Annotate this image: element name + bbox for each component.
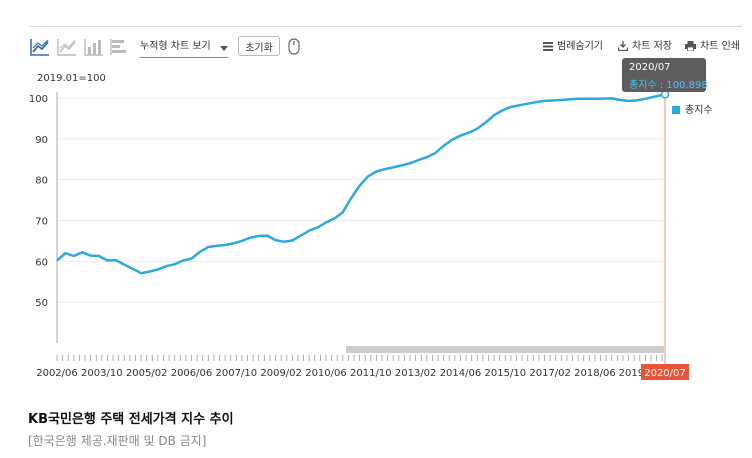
list-icon <box>543 42 553 51</box>
x-axis-ticks: 2002/06 2003/10 2005/02 2006/06 2007/10 2009/… <box>36 368 644 379</box>
bar-chart-icon[interactable] <box>84 38 106 58</box>
caption-title: KB국민은행 주택 전세가격 지수 추이 <box>28 412 234 427</box>
x-tick-label: 2019 <box>619 368 644 379</box>
horizontal-bar-chart-icon[interactable] <box>110 38 132 58</box>
x-tick-label: 2009/02 <box>260 368 302 379</box>
chart-type-select[interactable]: 누적형 차트 보기 <box>140 38 228 58</box>
print-chart-label: 차트 인쇄 <box>700 41 740 52</box>
legend-item[interactable]: 총지수 <box>672 101 713 116</box>
top-divider <box>30 26 742 27</box>
y-axis-ticks: 50 60 70 80 90 100 <box>29 94 48 309</box>
y-tick-label: 60 <box>35 257 48 268</box>
line-chart-icon[interactable] <box>30 38 52 58</box>
series-line-total-index[interactable] <box>56 93 666 275</box>
x-tick-label: 2007/10 <box>216 368 258 379</box>
legend-toggle-label: 범례숨기기 <box>557 41 603 52</box>
legend-label: 총지수 <box>685 105 713 116</box>
y-tick-label: 100 <box>29 94 48 105</box>
y-tick-label: 50 <box>35 298 48 309</box>
x-tick-label: 2002/06 <box>36 368 78 379</box>
download-icon <box>617 41 629 52</box>
save-chart-label: 차트 저장 <box>632 41 672 52</box>
mouse-icon[interactable] <box>288 38 302 56</box>
x-axis-minor-ticks <box>56 355 663 361</box>
legend-swatch <box>672 106 680 114</box>
unit-label: 2019.01=100 <box>37 73 106 84</box>
tooltip-value: 총지수 : 100.898 <box>629 80 708 91</box>
caption-credit: [한국은행 제공.재판매 및 DB 금지] <box>28 434 207 448</box>
reset-button[interactable]: 초기화 <box>238 36 280 56</box>
x-tick-label: 2010/06 <box>305 368 347 379</box>
y-tick-label: 80 <box>35 176 48 187</box>
x-tick-label: 2013/02 <box>395 368 437 379</box>
tooltip-date: 2020/07 <box>629 62 671 73</box>
x-tick-label: 2018/06 <box>574 368 616 379</box>
y-tick-label: 70 <box>35 217 48 228</box>
chart-toolbar: 누적형 차트 보기 초기화 범례숨기기 차트 저장 차트 인쇄 <box>30 36 742 60</box>
chart-tooltip: 2020/07 총지수 : 100.898 <box>622 58 708 92</box>
x-tick-label: 2015/10 <box>485 368 527 379</box>
area-chart-icon[interactable] <box>57 38 79 58</box>
x-tick-label: 2011/10 <box>350 368 392 379</box>
x-highlight-badge: 2020/07 <box>641 364 689 380</box>
x-tick-label: 2005/02 <box>126 368 168 379</box>
print-chart-button[interactable]: 차트 인쇄 <box>685 40 740 54</box>
y-tick-label: 90 <box>35 135 48 146</box>
x-tick-label: 2014/06 <box>440 368 482 379</box>
x-tick-label: 2006/06 <box>171 368 213 379</box>
x-tick-label: 2017/02 <box>529 368 571 379</box>
range-scrollbar[interactable] <box>346 346 664 353</box>
x-highlight-label: 2020/07 <box>644 368 686 379</box>
chart-type-select-label: 누적형 차트 보기 <box>140 41 211 52</box>
grid-lines <box>57 97 665 303</box>
save-chart-button[interactable]: 차트 저장 <box>617 40 672 54</box>
line-chart[interactable]: 50 60 70 80 90 100 2002/06 2003/10 2005/02 2006/… <box>0 0 752 400</box>
chevron-down-icon <box>220 46 228 51</box>
legend-toggle-button[interactable]: 범례숨기기 <box>543 40 603 54</box>
x-tick-label: 2003/10 <box>81 368 123 379</box>
